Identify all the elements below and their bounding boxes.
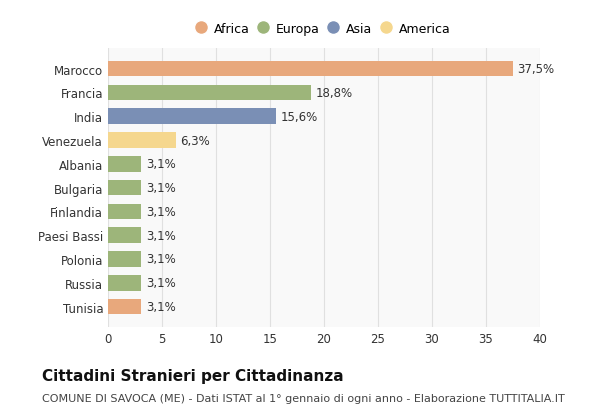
Text: 18,8%: 18,8%	[316, 87, 352, 100]
Bar	[108, 180, 142, 196]
Text: 6,3%: 6,3%	[181, 134, 210, 147]
Text: COMUNE DI SAVOCA (ME) - Dati ISTAT al 1° gennaio di ogni anno - Elaborazione TUT: COMUNE DI SAVOCA (ME) - Dati ISTAT al 1°…	[42, 393, 565, 402]
Bar	[108, 109, 277, 125]
Text: Cittadini Stranieri per Cittadinanza: Cittadini Stranieri per Cittadinanza	[42, 368, 344, 383]
Bar	[108, 157, 142, 172]
Bar	[108, 62, 513, 77]
Bar	[108, 85, 311, 101]
Bar	[108, 252, 142, 267]
Text: 3,1%: 3,1%	[146, 229, 176, 242]
Bar	[108, 228, 142, 243]
Text: 3,1%: 3,1%	[146, 182, 176, 195]
Bar	[108, 204, 142, 220]
Bar	[108, 299, 142, 315]
Text: 3,1%: 3,1%	[146, 253, 176, 266]
Bar	[108, 133, 176, 148]
Text: 3,1%: 3,1%	[146, 276, 176, 290]
Text: 37,5%: 37,5%	[517, 63, 554, 76]
Text: 3,1%: 3,1%	[146, 158, 176, 171]
Text: 15,6%: 15,6%	[281, 110, 318, 124]
Text: 3,1%: 3,1%	[146, 205, 176, 218]
Text: 3,1%: 3,1%	[146, 300, 176, 313]
Bar	[108, 275, 142, 291]
Legend: Africa, Europa, Asia, America: Africa, Europa, Asia, America	[194, 19, 454, 40]
